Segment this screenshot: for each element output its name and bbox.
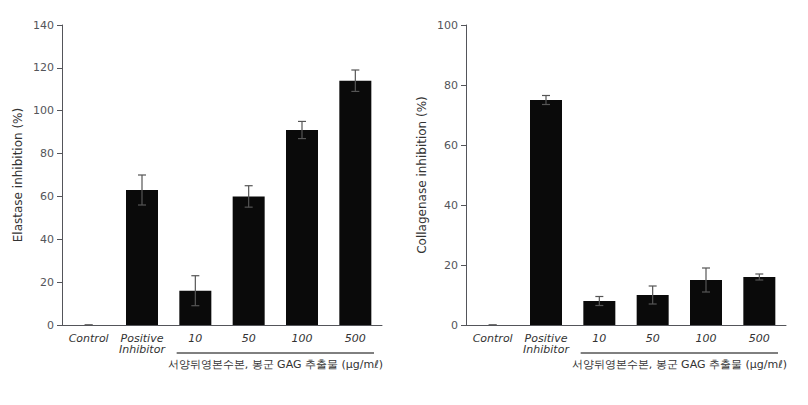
svg-text:40: 40 (40, 233, 54, 246)
svg-text:500: 500 (345, 332, 366, 345)
svg-text:서양뒤영본수본, 봉군 GAG 추출물 (μg/mℓ): 서양뒤영본수본, 봉군 GAG 추출물 (μg/mℓ) (168, 358, 383, 371)
svg-text:서양뒤영본수본, 봉군 GAG 추출물 (μg/mℓ): 서양뒤영본수본, 봉군 GAG 추출물 (μg/mℓ) (572, 358, 787, 371)
svg-text:100: 100 (33, 104, 54, 117)
svg-text:Control: Control (473, 332, 513, 345)
svg-text:100: 100 (696, 332, 717, 345)
svg-text:0: 0 (47, 319, 54, 332)
svg-text:Inhibitor: Inhibitor (523, 343, 570, 356)
svg-text:Control: Control (69, 332, 109, 345)
svg-text:120: 120 (33, 61, 54, 74)
svg-text:10: 10 (592, 332, 606, 345)
svg-text:50: 50 (242, 332, 256, 345)
svg-text:20: 20 (40, 276, 54, 289)
svg-text:140: 140 (33, 19, 54, 32)
svg-text:40: 40 (444, 199, 458, 212)
svg-text:Elastase inhibition (%): Elastase inhibition (%) (11, 108, 25, 242)
svg-text:50: 50 (646, 332, 660, 345)
svg-text:Positive: Positive (524, 332, 568, 345)
svg-text:80: 80 (40, 147, 54, 160)
svg-text:10: 10 (188, 332, 202, 345)
svg-text:0: 0 (451, 319, 458, 332)
svg-text:80: 80 (444, 79, 458, 92)
svg-text:20: 20 (444, 259, 458, 272)
svg-text:60: 60 (40, 190, 54, 203)
svg-text:60: 60 (444, 139, 458, 152)
svg-text:100: 100 (292, 332, 313, 345)
svg-text:Positive: Positive (120, 332, 164, 345)
svg-text:100: 100 (437, 19, 458, 32)
svg-text:500: 500 (749, 332, 770, 345)
svg-text:Inhibitor: Inhibitor (119, 343, 166, 356)
svg-text:Collagenase inhibition (%): Collagenase inhibition (%) (415, 96, 429, 254)
